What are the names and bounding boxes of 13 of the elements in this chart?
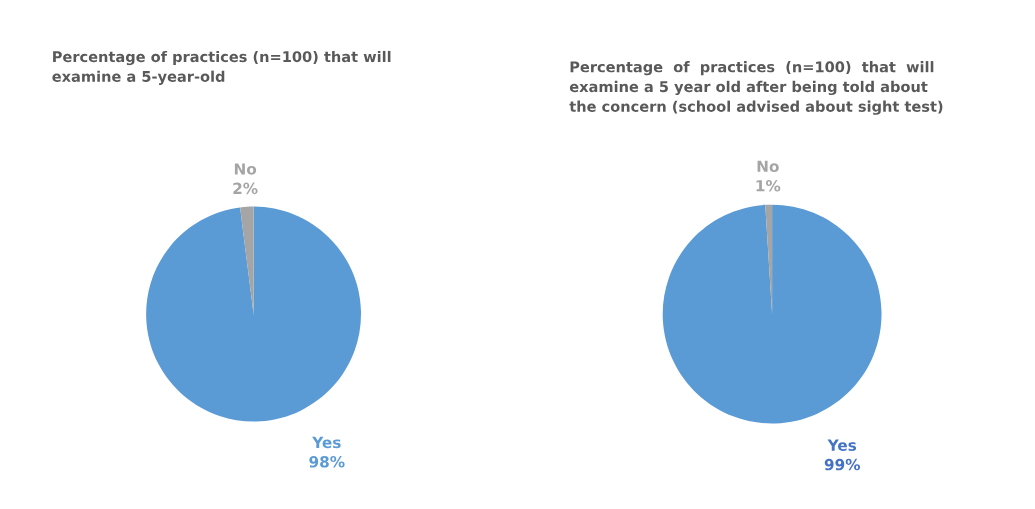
pie-slice <box>240 206 254 315</box>
chart-title: Percentage of practices (n=100) that will examine a 5-year-old <box>52 50 391 85</box>
data-label: 2% <box>233 182 258 195</box>
slice-label: No <box>757 160 779 173</box>
slice-label: Yes <box>827 439 857 451</box>
data-label: 1% <box>756 179 781 192</box>
data-label: 98% <box>309 456 345 468</box>
pie-slice <box>146 206 362 422</box>
slice-label: No <box>234 163 257 175</box>
pie-slice <box>662 204 882 424</box>
data-label: 99% <box>824 458 861 471</box>
chart-title: Percentage of practices (n=100) that will examine a 5 year old after being told about the concern (school advised about sight test) <box>569 61 943 115</box>
slice-label: Yes <box>312 436 341 449</box>
